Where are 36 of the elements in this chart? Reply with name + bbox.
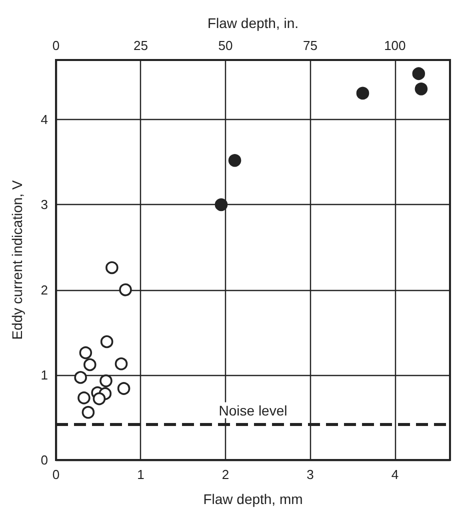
y-axis-title: Eddy current indication, V bbox=[9, 180, 25, 340]
point bbox=[92, 392, 106, 406]
x-tick-label: 2 bbox=[222, 467, 230, 482]
x2-tick-label: 0 bbox=[52, 38, 60, 53]
x2-tick-label: 25 bbox=[133, 38, 148, 53]
point bbox=[114, 357, 128, 370]
point bbox=[78, 391, 90, 404]
y-tick-label: 4 bbox=[40, 112, 48, 128]
point bbox=[79, 346, 92, 360]
point bbox=[100, 335, 114, 348]
x-tick-label: 0 bbox=[52, 467, 60, 482]
point bbox=[82, 406, 95, 419]
point bbox=[214, 198, 228, 212]
y-tick-label: 3 bbox=[40, 197, 48, 212]
x2-axis-title: Flaw depth, in. bbox=[207, 15, 299, 31]
point bbox=[84, 358, 96, 372]
x-axis-title: Flaw depth, mm bbox=[203, 491, 303, 507]
y-tick-label: 2 bbox=[40, 282, 48, 298]
ref-line-label: Noise level bbox=[218, 402, 288, 418]
x2-tick-label: 75 bbox=[302, 38, 318, 53]
point bbox=[356, 86, 370, 100]
point bbox=[117, 382, 130, 395]
x2-tick-label: 50 bbox=[218, 38, 233, 53]
x-tick-label: 4 bbox=[391, 467, 399, 482]
x2-tick-label: 100 bbox=[384, 38, 406, 53]
point bbox=[414, 82, 428, 96]
x-tick-label: 3 bbox=[306, 467, 314, 482]
point bbox=[74, 371, 87, 384]
y-tick-label: 1 bbox=[40, 367, 48, 382]
x-tick-label: 1 bbox=[137, 467, 144, 482]
point bbox=[100, 374, 112, 388]
point bbox=[106, 261, 118, 274]
point bbox=[119, 283, 132, 296]
point bbox=[412, 67, 426, 80]
point bbox=[228, 154, 242, 167]
y-tick-label: 0 bbox=[40, 452, 48, 468]
